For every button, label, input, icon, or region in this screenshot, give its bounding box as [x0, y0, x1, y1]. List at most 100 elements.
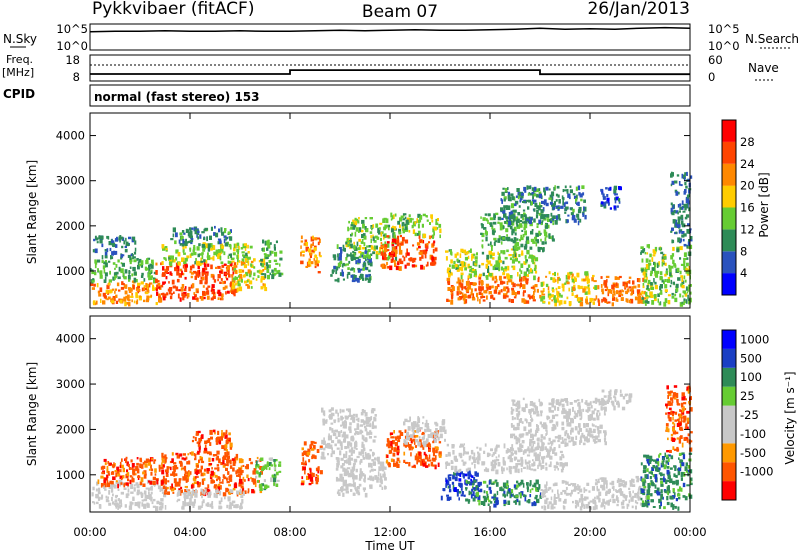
radar-echo: [570, 212, 574, 216]
radar-echo: [518, 260, 521, 264]
colorbar-segment: [722, 229, 736, 252]
radar-echo: [516, 498, 519, 503]
radar-echo: [107, 496, 109, 499]
radar-echo: [478, 264, 481, 268]
radar-echo: [687, 223, 690, 226]
radar-echo: [213, 279, 217, 283]
radar-echo: [182, 250, 185, 253]
radar-echo: [213, 295, 216, 299]
radar-echo: [510, 299, 514, 303]
radar-echo: [350, 252, 352, 257]
radar-echo: [687, 288, 690, 292]
radar-echo: [670, 173, 673, 178]
radar-echo: [449, 264, 451, 267]
radar-echo: [450, 272, 453, 276]
radar-echo: [156, 479, 159, 485]
radar-echo: [182, 244, 185, 250]
radar-echo: [310, 440, 314, 446]
power-colorbar-label: Power [dB]: [757, 172, 771, 237]
radar-echo: [413, 424, 416, 430]
radar-echo: [414, 221, 416, 225]
radar-echo: [115, 244, 118, 248]
radar-echo: [536, 456, 541, 462]
radar-echo: [529, 403, 534, 406]
radar-echo: [278, 470, 282, 473]
radar-echo: [172, 471, 176, 475]
radar-echo: [539, 401, 543, 407]
radar-echo: [143, 299, 146, 303]
radar-echo: [221, 430, 223, 435]
radar-echo: [199, 234, 202, 239]
radar-echo: [565, 206, 568, 210]
radar-echo: [120, 482, 123, 485]
radar-echo: [340, 457, 344, 461]
radar-echo: [350, 237, 352, 241]
radar-echo: [439, 433, 443, 439]
radar-echo: [508, 254, 512, 257]
radar-echo: [221, 232, 225, 236]
radar-echo: [686, 273, 690, 276]
radar-echo: [348, 220, 350, 224]
radar-echo: [222, 455, 227, 460]
radar-echo: [260, 278, 263, 283]
radar-echo: [380, 232, 383, 237]
radar-echo: [403, 256, 406, 262]
radar-echo: [602, 297, 605, 302]
radar-echo: [390, 436, 394, 439]
radar-echo: [300, 235, 303, 240]
radar-echo: [511, 287, 515, 291]
radar-echo: [481, 292, 484, 297]
radar-echo: [459, 443, 464, 447]
radar-echo: [165, 457, 168, 460]
radar-echo: [671, 292, 674, 296]
radar-echo: [424, 253, 427, 259]
radar-echo: [435, 428, 438, 432]
radar-echo: [595, 440, 598, 444]
radar-echo: [311, 480, 314, 484]
radar-echo: [412, 244, 415, 247]
radar-echo: [425, 438, 429, 442]
radar-echo: [632, 280, 635, 285]
radar-echo: [495, 212, 499, 216]
radar-echo: [231, 257, 235, 260]
radar-echo: [331, 407, 334, 411]
radar-echo: [469, 268, 473, 272]
radar-echo: [604, 441, 607, 446]
radar-echo: [447, 481, 450, 486]
radar-echo: [486, 491, 488, 494]
radar-echo: [589, 500, 593, 503]
radar-echo: [305, 242, 308, 247]
radar-echo: [309, 476, 314, 482]
radar-echo: [254, 483, 257, 488]
radar-echo: [304, 470, 306, 475]
radar-echo: [562, 286, 565, 292]
radar-echo: [404, 216, 407, 219]
radar-echo: [227, 255, 230, 259]
radar-echo: [173, 462, 177, 465]
radar-echo: [552, 273, 555, 276]
radar-echo: [533, 295, 535, 300]
radar-echo: [561, 437, 564, 440]
radar-echo: [279, 250, 283, 254]
radar-echo: [205, 243, 209, 249]
radar-echo: [198, 438, 202, 443]
radar-echo: [562, 197, 565, 201]
radar-echo: [494, 264, 498, 267]
radar-echo: [431, 261, 434, 266]
radar-echo: [386, 235, 390, 238]
radar-echo: [663, 301, 667, 307]
radar-echo: [330, 453, 333, 458]
radar-echo: [473, 274, 476, 277]
radar-echo: [681, 200, 684, 205]
radar-echo: [185, 456, 188, 460]
radar-echo: [123, 296, 127, 302]
radar-echo: [397, 445, 400, 450]
radar-echo: [512, 408, 515, 412]
radar-echo: [231, 501, 234, 506]
radar-echo: [144, 493, 147, 499]
radar-echo: [577, 217, 580, 220]
radar-echo: [151, 259, 154, 264]
radar-echo: [125, 295, 128, 299]
radar-echo: [342, 481, 346, 487]
